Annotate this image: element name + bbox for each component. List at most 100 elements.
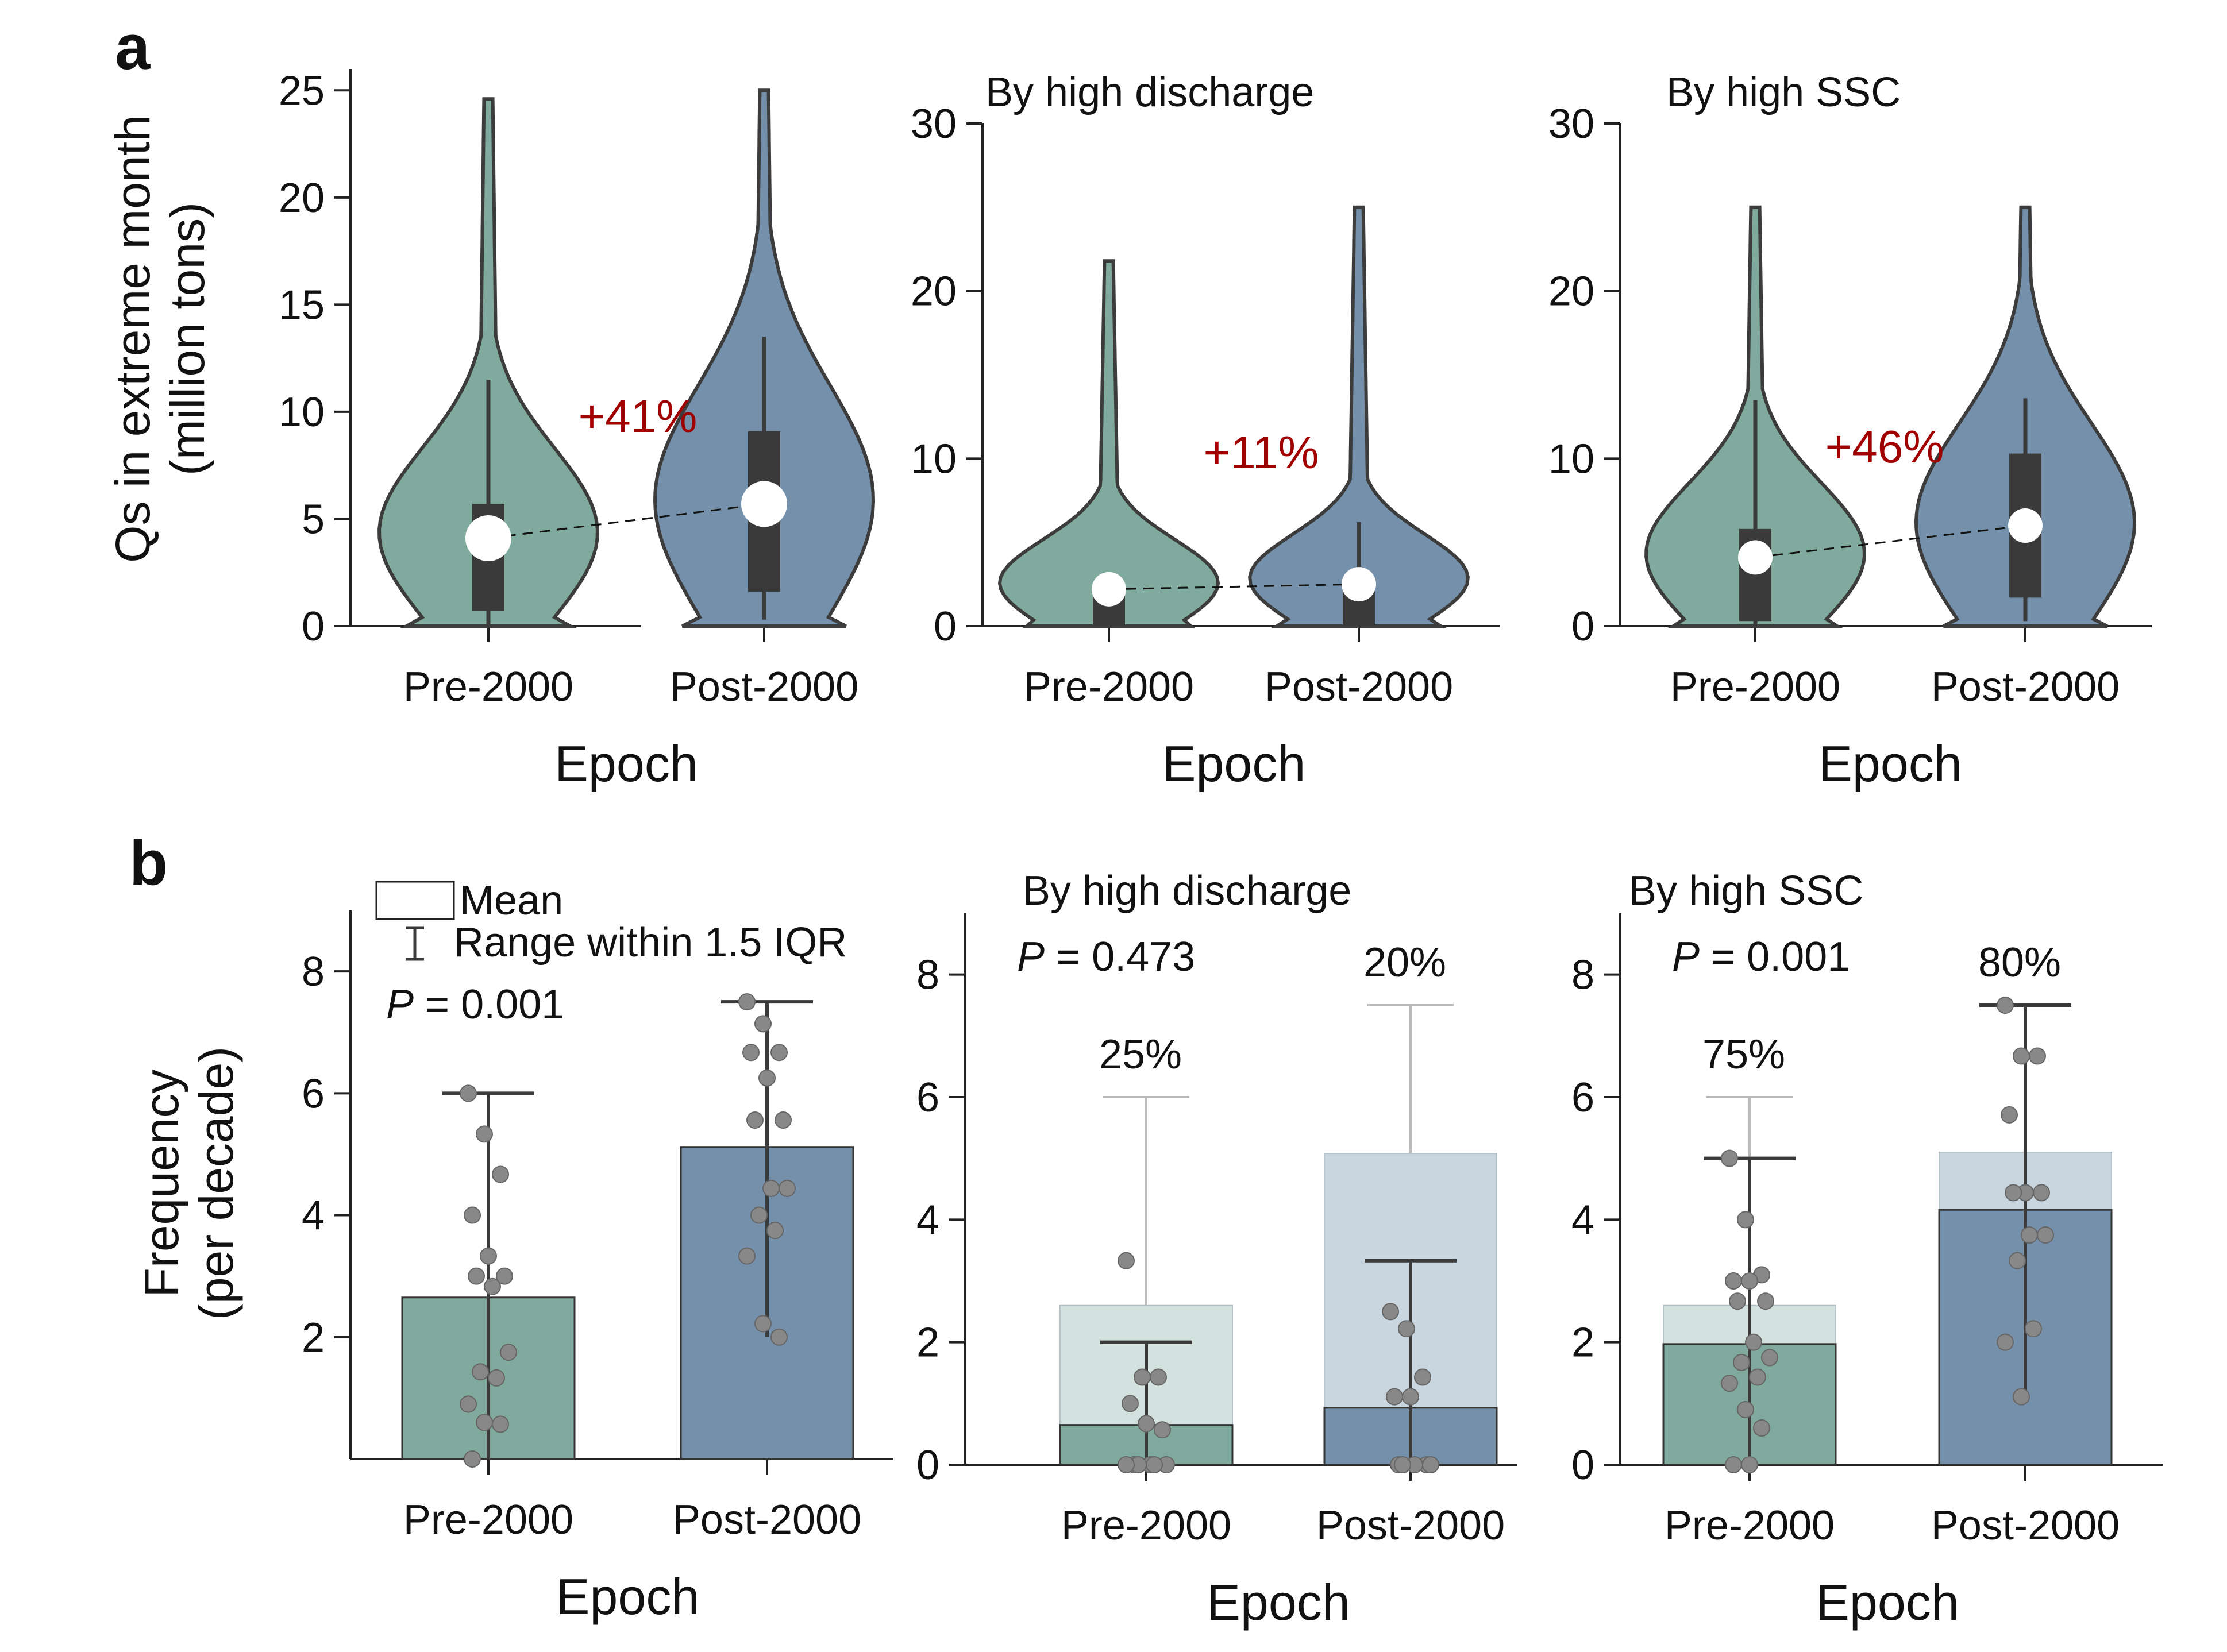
y-tick-label: 5 [302, 496, 325, 542]
y-axis-label-line: (million tons) [160, 202, 214, 476]
data-point [472, 1363, 489, 1381]
data-point [2013, 1388, 2030, 1406]
data-point [1725, 1272, 1742, 1290]
change-label: +11% [1204, 427, 1319, 478]
y-tick-label: 6 [302, 1071, 325, 1117]
y-tick-label: 10 [279, 389, 325, 435]
data-point [779, 1179, 796, 1197]
y-tick-label: 8 [916, 952, 939, 998]
legend-mean-swatch [375, 881, 455, 920]
data-point [2025, 1320, 2042, 1338]
data-point [500, 1344, 517, 1361]
data-point [1134, 1368, 1151, 1386]
data-point [1154, 1421, 1171, 1439]
data-point [460, 1395, 477, 1413]
data-point [2029, 1047, 2046, 1065]
p-value: P = 0.001 [1672, 934, 1850, 980]
data-point [1402, 1388, 1419, 1406]
panel-label-b: b [129, 828, 168, 898]
x-axis-label: Epoch [1818, 735, 1962, 792]
median-point [1092, 572, 1126, 607]
data-point [1741, 1456, 1758, 1473]
data-point [770, 1044, 788, 1062]
y-tick-label: 0 [1571, 604, 1594, 650]
y-tick-label: 30 [911, 101, 957, 147]
data-point [1394, 1456, 1411, 1473]
y-tick-label: 10 [1548, 436, 1594, 482]
y-axis-label: Qs in extreme month (million tons) [106, 115, 214, 563]
y-tick-label: 0 [916, 1442, 939, 1488]
y-tick-label: 0 [1571, 1442, 1594, 1488]
x-axis-label: Epoch [556, 1568, 700, 1625]
data-point [1422, 1456, 1439, 1473]
y-tick-label: 4 [302, 1193, 325, 1239]
violin-body [1248, 205, 1470, 628]
x-tick-label: Post-2000 [673, 1497, 861, 1543]
data-point [750, 1206, 768, 1224]
median-point [2008, 508, 2043, 543]
data-point [1150, 1368, 1167, 1386]
data-point [1733, 1353, 1750, 1371]
p-value: P = 0.001 [386, 982, 564, 1028]
data-point [492, 1415, 509, 1433]
change-label: +41% [579, 391, 698, 442]
data-point [492, 1165, 509, 1183]
data-point [2037, 1226, 2054, 1244]
data-point [1386, 1388, 1403, 1406]
data-point [2005, 1184, 2022, 1202]
percent-label: 20% [1363, 940, 1446, 986]
percent-label: 75% [1702, 1032, 1785, 1078]
violin-body [377, 97, 599, 628]
median-point [465, 515, 511, 562]
data-point [2033, 1184, 2050, 1202]
data-point [468, 1267, 485, 1285]
data-point [464, 1206, 481, 1224]
y-tick-label: 10 [911, 436, 957, 482]
y-tick-label: 30 [1548, 101, 1594, 147]
panel-label-a: a [115, 12, 151, 83]
y-tick-label: 15 [279, 282, 325, 328]
percent-label: 80% [1978, 940, 2061, 986]
y-tick-label: 20 [1548, 269, 1594, 315]
y-tick-label: 0 [302, 604, 325, 650]
x-tick-label: Post-2000 [1931, 1503, 2120, 1549]
data-point [758, 1069, 776, 1087]
y-tick-label: 2 [302, 1315, 325, 1361]
data-point [738, 1247, 756, 1265]
p-symbol: P [1017, 934, 1045, 980]
x-axis-label: Epoch [1162, 735, 1306, 792]
median-point [741, 481, 787, 527]
median-point [1342, 567, 1376, 602]
data-point [484, 1277, 501, 1295]
y-axis-label-line: (per decade) [189, 1047, 243, 1320]
y-axis-label: Frequency (per decade) [134, 1047, 243, 1320]
data-point [488, 1369, 505, 1387]
data-point [1138, 1415, 1155, 1433]
chart-title: By high SSC [1629, 868, 1863, 914]
data-point [1737, 1211, 1754, 1229]
y-tick-label: 20 [911, 269, 957, 315]
x-tick-label: Post-2000 [1316, 1503, 1505, 1549]
x-tick-label: Pre-2000 [1024, 664, 1194, 710]
data-point [775, 1111, 792, 1129]
x-tick-label: Pre-2000 [1061, 1503, 1231, 1549]
data-point [476, 1414, 493, 1431]
data-point [1741, 1272, 1758, 1290]
p-value-text: = 0.001 [414, 982, 564, 1028]
data-point [770, 1328, 788, 1346]
y-tick-label: 6 [1571, 1075, 1594, 1121]
y-tick-label: 8 [1571, 952, 1594, 998]
y-tick-label: 4 [916, 1197, 939, 1243]
y-tick-label: 4 [1571, 1197, 1594, 1243]
chart-title: By high discharge [985, 70, 1314, 115]
data-point [1757, 1292, 1774, 1310]
x-tick-label: Post-2000 [1931, 664, 2120, 710]
data-point [464, 1450, 481, 1468]
y-tick-label: 0 [934, 604, 957, 650]
chart-title: By high SSC [1666, 70, 1901, 115]
x-tick-label: Pre-2000 [1670, 664, 1840, 710]
p-symbol: P [386, 982, 414, 1028]
data-point [1725, 1456, 1742, 1473]
percent-label: 25% [1099, 1032, 1182, 1078]
